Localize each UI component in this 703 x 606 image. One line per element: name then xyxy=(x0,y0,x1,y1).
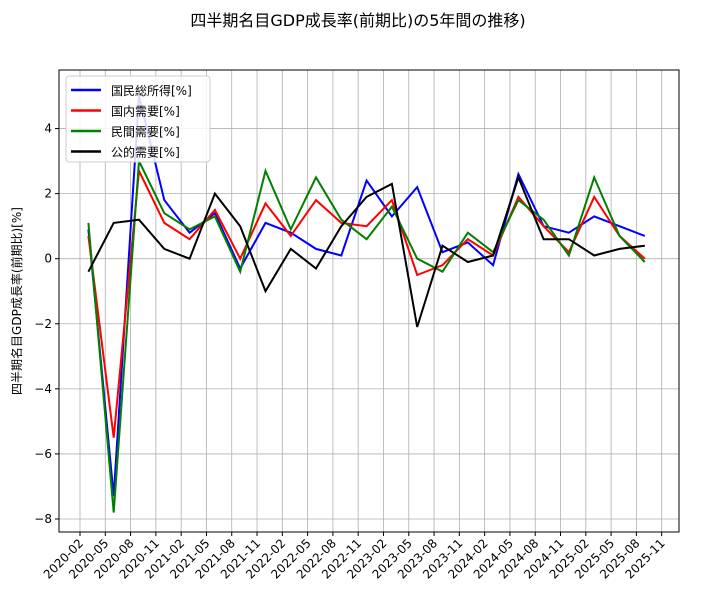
plot-frame xyxy=(58,69,680,533)
x-axis: 2020-022020-052020-082020-112021-022021-… xyxy=(41,532,668,582)
y-axis: −8 −6 −4 −2 0 2 4 xyxy=(34,122,59,526)
series-line-2 xyxy=(87,157,646,513)
y-tick-label: −2 xyxy=(34,317,52,331)
series-line-3 xyxy=(87,174,645,328)
y-tick-label: −8 xyxy=(34,512,52,526)
chart-title: 四半期名目GDP成長率(前期比)の5年間の推移) xyxy=(190,11,525,30)
y-tick-label: −4 xyxy=(34,382,52,396)
legend-label: 公的需要[%] xyxy=(111,145,180,160)
y-tick-label: 4 xyxy=(44,122,52,136)
series-line-1 xyxy=(87,167,646,438)
y-tick-label: 0 xyxy=(44,252,52,266)
legend-label: 民間需要[%] xyxy=(111,125,180,139)
series-lines xyxy=(87,95,646,513)
y-tick-label: 2 xyxy=(44,187,52,201)
y-tick-label: −6 xyxy=(34,447,52,461)
legend-box xyxy=(65,75,211,163)
legend: 国民総所得[%] 国内需要[%] 民間需要[%] 公的需要[%] xyxy=(65,75,211,163)
legend-label: 国民総所得[%] xyxy=(111,83,192,98)
legend-label: 国内需要[%] xyxy=(111,105,180,119)
series-line-0 xyxy=(87,95,646,497)
y-axis-label: 四半期名目GDP成長率(前期比)[%] xyxy=(9,207,24,395)
